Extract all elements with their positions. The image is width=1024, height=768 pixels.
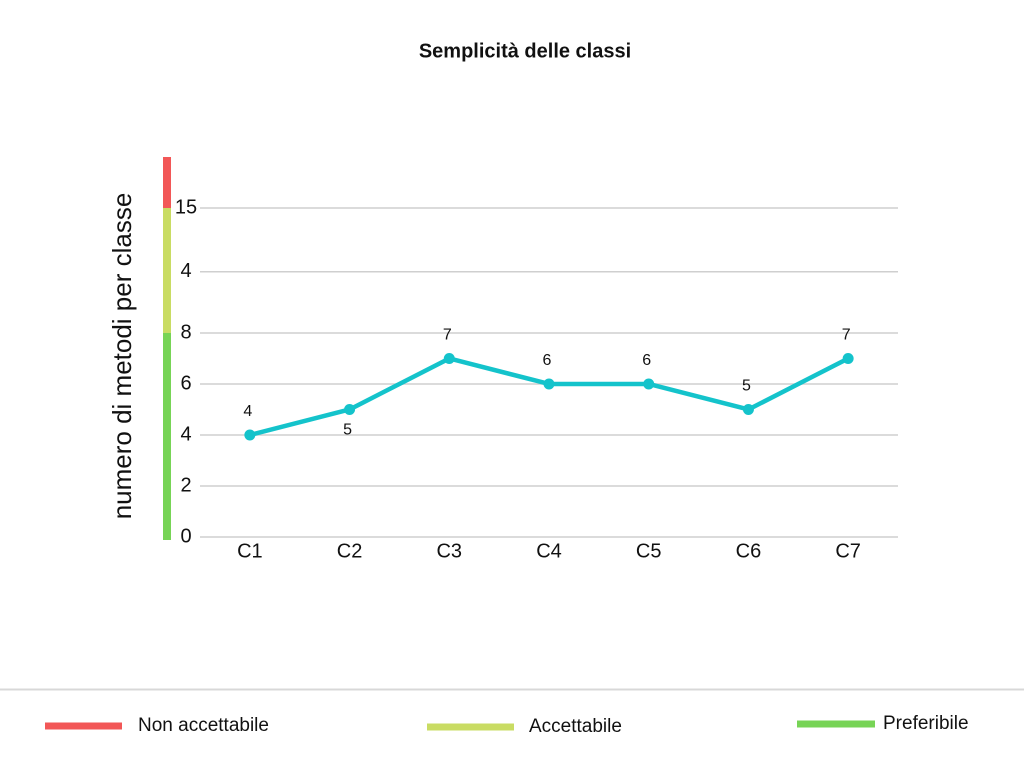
y-tick-label: 2 — [180, 474, 191, 496]
point — [344, 403, 356, 415]
y-tick-label: 4 — [180, 423, 191, 445]
value-label: 5 — [742, 378, 751, 395]
y-tick-label: 6 — [180, 372, 191, 394]
y-tick-label: 0 — [180, 525, 191, 547]
point — [543, 378, 555, 390]
zone-band — [163, 332, 171, 540]
y-axis-label: numero di metodi per classe — [107, 193, 137, 520]
legend-label: Preferibile — [883, 713, 969, 734]
value-label: 6 — [642, 352, 651, 369]
point — [443, 352, 455, 364]
value-label: 5 — [343, 422, 352, 439]
x-tick-label: C3 — [436, 540, 462, 562]
zone-band — [163, 157, 171, 209]
value-label: 7 — [842, 327, 851, 344]
legend-label: Non accettabile — [138, 715, 269, 736]
line — [249, 356, 850, 438]
chart-title: Semplicità delle classi — [419, 40, 631, 62]
x-tick-label: C6 — [736, 540, 762, 562]
point — [842, 352, 854, 364]
point — [742, 403, 754, 415]
zone-band — [163, 208, 171, 333]
x-tick-label: C7 — [835, 540, 861, 562]
x-tick-label: C1 — [237, 540, 263, 562]
point — [643, 378, 655, 390]
legend-label: Accettabile — [529, 716, 622, 737]
value-label: 6 — [543, 352, 552, 369]
value-label: 7 — [443, 327, 452, 344]
x-tick-label: C5 — [636, 540, 662, 562]
point — [244, 429, 256, 441]
x-tick-label: C2 — [337, 540, 363, 562]
x-tick-label: C4 — [536, 540, 562, 562]
value-label: 4 — [243, 403, 252, 420]
y-tick-label: 8 — [180, 321, 191, 343]
y-tick-label: 15 — [175, 196, 197, 218]
y-tick-label: 4 — [180, 260, 191, 282]
